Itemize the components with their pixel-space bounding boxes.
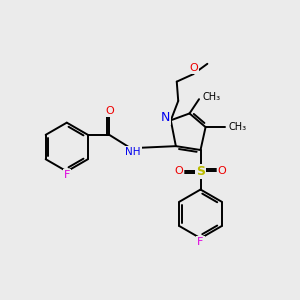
Text: F: F [64, 170, 70, 180]
Text: CH₃: CH₃ [228, 122, 246, 132]
Text: O: O [189, 63, 198, 73]
Text: F: F [197, 237, 204, 247]
Text: O: O [105, 106, 114, 116]
Text: NH: NH [125, 147, 141, 157]
Text: S: S [196, 165, 205, 178]
Text: O: O [175, 166, 184, 176]
Text: CH₃: CH₃ [202, 92, 220, 102]
Text: O: O [218, 166, 226, 176]
Text: N: N [161, 111, 170, 124]
